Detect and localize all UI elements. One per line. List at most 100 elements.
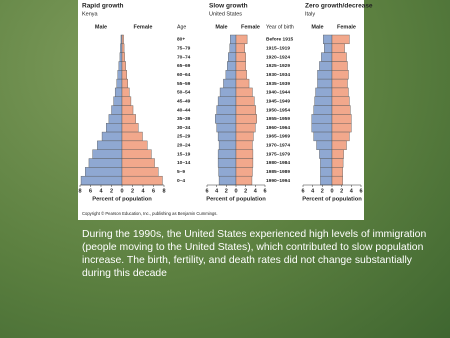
x-tick-label: 6 — [301, 188, 304, 194]
x-tick-label: 6 — [359, 188, 362, 194]
bar — [331, 105, 351, 115]
x-tick-label: 2 — [244, 188, 247, 194]
category-label: 1990–1994 — [266, 178, 290, 184]
category-label: 1935–1939 — [266, 81, 290, 87]
series-name: Female — [134, 24, 153, 30]
bar — [121, 70, 127, 80]
bar — [235, 105, 257, 115]
bar — [80, 175, 123, 186]
bar — [121, 114, 136, 124]
bar — [111, 105, 123, 115]
category-label: 5–9 — [177, 169, 185, 175]
category-label: 1930–1934 — [266, 72, 290, 78]
bar — [331, 114, 352, 124]
bar — [121, 167, 159, 177]
category-label: 40–44 — [177, 107, 191, 113]
caption: During the 1990s, the United States expe… — [82, 229, 427, 279]
bar — [235, 78, 250, 89]
series-name: Male — [215, 24, 227, 30]
category-label: 70–74 — [177, 54, 191, 60]
category-label: 65–69 — [177, 63, 191, 69]
x-tick-label: 0 — [330, 188, 333, 194]
bar — [113, 96, 123, 106]
category-label: 55–59 — [177, 81, 191, 87]
bar — [228, 52, 237, 62]
bar — [121, 96, 132, 106]
bar — [235, 140, 253, 150]
bar — [331, 52, 347, 62]
bar — [235, 61, 246, 71]
bar — [217, 96, 237, 106]
category-label: 75–79 — [177, 46, 191, 52]
copyright: Copyright © Pearson Education, Inc., pub… — [82, 211, 218, 216]
x-tick-label: 4 — [99, 188, 103, 194]
bar — [117, 70, 123, 80]
x-tick-label: 6 — [152, 188, 155, 194]
category-label: 1955–1959 — [266, 116, 290, 122]
bar — [114, 87, 123, 97]
bar — [225, 70, 237, 80]
bar — [219, 87, 237, 97]
bar — [88, 158, 123, 168]
bar — [235, 123, 256, 133]
category-label: 60–64 — [177, 72, 191, 78]
chart-title: Slow growth — [209, 3, 248, 10]
chart-subtitle: United States — [209, 11, 242, 17]
bar — [118, 61, 123, 71]
bar — [106, 123, 123, 133]
x-tick-label: 2 — [110, 188, 113, 194]
x-tick-label: 8 — [162, 188, 165, 194]
x-tick-label: 0 — [234, 188, 237, 194]
bar — [217, 131, 237, 142]
bar — [311, 123, 333, 133]
bar — [317, 78, 333, 89]
bar — [331, 158, 344, 168]
bar — [235, 175, 253, 186]
x-tick-label: 8 — [78, 188, 81, 194]
bar — [320, 167, 333, 177]
category-label: 1965–1969 — [266, 134, 290, 140]
bar — [331, 149, 344, 159]
bar — [121, 87, 130, 97]
category-label: 1950–1954 — [266, 107, 290, 113]
bar — [317, 70, 333, 80]
bar — [121, 52, 125, 62]
category-label: 15–19 — [177, 151, 191, 157]
bar — [121, 140, 148, 150]
bar — [120, 43, 123, 53]
chart-subtitle: Italy — [305, 11, 315, 17]
bar — [235, 149, 254, 159]
bar — [315, 87, 333, 97]
x-tick-label: 6 — [89, 188, 92, 194]
category-label: 20–24 — [177, 143, 191, 149]
bar — [313, 131, 333, 142]
bar — [227, 61, 237, 71]
bar — [319, 61, 333, 71]
bar — [108, 114, 123, 124]
category-label: 10–14 — [177, 160, 191, 166]
bar — [319, 149, 333, 159]
x-tick-label: 2 — [340, 188, 343, 194]
bar — [235, 70, 247, 80]
category-label: 1940–1944 — [266, 90, 290, 96]
category-label: 0–4 — [177, 178, 185, 184]
category-label: 25–29 — [177, 134, 191, 140]
x-tick-label: 2 — [225, 188, 228, 194]
x-tick-label: 6 — [205, 188, 208, 194]
bar — [320, 175, 333, 186]
chart-title: Rapid growth — [82, 3, 124, 10]
category-label: Before 1915 — [266, 37, 294, 43]
bar — [331, 87, 349, 97]
bar — [215, 114, 237, 124]
bar — [101, 131, 123, 142]
bar — [121, 61, 126, 71]
bar — [331, 61, 348, 71]
bar — [323, 34, 333, 45]
bar — [235, 158, 254, 168]
category-label: 1960–1964 — [266, 125, 290, 131]
category-header: Age — [177, 24, 186, 30]
x-axis-label: Percent of population — [206, 197, 266, 203]
bar — [324, 43, 333, 53]
category-label: 1970–1974 — [266, 143, 290, 149]
